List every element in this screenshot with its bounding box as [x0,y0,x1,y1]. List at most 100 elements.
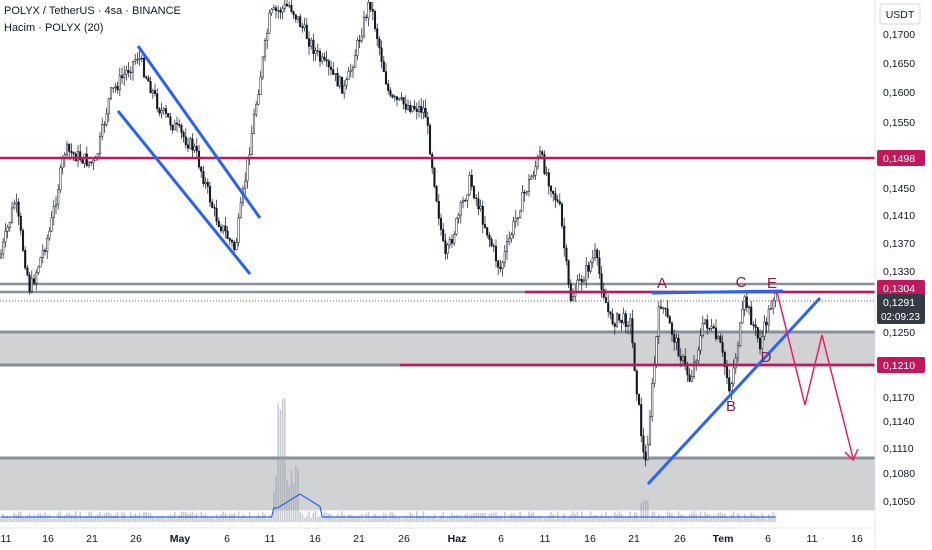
volume-bar [548,515,550,522]
volume-bar [354,516,356,522]
volume-bar [673,517,675,522]
volume-bar [53,518,55,522]
volume-bar [721,513,724,522]
volume-bar [680,514,682,522]
candle-body [384,71,388,85]
volume-bar [24,517,26,522]
volume-bar [189,513,191,522]
candle-body [351,67,355,71]
candle-body [633,342,636,372]
volume-bar [310,517,312,522]
candle-body [70,151,73,153]
candle-body [193,146,196,151]
candle-body [492,245,495,247]
candle-body [142,57,146,78]
candle-body [723,352,726,368]
candle-body [129,71,132,74]
candle-body [631,318,634,344]
volume-bar [675,518,678,522]
candle-body [305,24,308,39]
volume-bar [642,501,645,522]
candle-body [237,217,240,243]
volume-bar [193,515,196,522]
candle-body [59,167,62,190]
volume-bar [583,516,585,522]
candle-body [281,7,284,13]
candle-body [195,146,198,152]
price-tick-label: 0,1170 [883,392,914,404]
triangle-rising-line [646,296,822,486]
candle-body [158,108,161,114]
candle-body [360,35,363,42]
volume-bar [506,518,508,522]
volume-bar [321,518,323,522]
candle-body [191,138,194,151]
price-tick-label: 0,1650 [883,58,915,70]
candle-body [356,39,359,56]
candle-body [690,376,693,382]
candle-body [369,2,372,10]
volume-bar [336,513,339,522]
volume-bar [134,513,136,522]
volume-bar [268,515,271,522]
volume-bar [273,491,275,522]
volume-bar [9,517,11,522]
candle-body [312,39,315,54]
volume-bar [303,517,306,522]
candle-body [668,316,671,324]
volume-bar [464,514,466,522]
price-tick-label: 0,1700 [883,29,915,41]
volume-bar [710,516,713,522]
candle-body [140,57,143,60]
candle-body [587,265,590,272]
volume-bar [644,499,647,522]
volume-bar [2,514,4,522]
volume-bar [385,513,387,522]
candle-body [81,159,84,164]
volume-bar [339,517,341,522]
volume-bar [427,515,429,522]
candle-body [659,306,663,309]
volume-bar [378,516,381,522]
candle-body [37,266,40,274]
candle-body [404,103,407,110]
candle-body [13,203,16,209]
candle-body [549,185,553,192]
candle-body [761,336,764,350]
candle-body [455,218,458,235]
candle-body [728,377,731,392]
time-tick-label: Tem [713,533,734,545]
time-tick-label: 16 [584,533,596,545]
volume-bar [119,518,121,522]
candle-body [274,7,278,12]
volume-bar [277,403,279,522]
volume-bar [631,518,634,522]
volume-bar [213,518,216,522]
volume-bar [438,518,440,522]
volume-bar [218,517,220,522]
volume-bar [81,517,84,522]
candle-body [402,97,405,105]
volume-bar [251,518,253,522]
time-tick-label: 6 [224,533,230,545]
candle-body [147,77,150,82]
candle-body [160,110,163,114]
candle-body [721,342,724,353]
candle-body [406,104,410,110]
candle-body [96,153,99,158]
volume-bar [22,516,24,522]
volume-bar [211,516,213,522]
volume-bar [332,517,334,522]
volume-bar [473,513,475,522]
candle-body [494,246,498,262]
candle-body [613,323,616,327]
candle-body [624,313,627,327]
candle-body [299,16,302,28]
volume-bar [682,514,684,522]
candle-body [468,174,471,196]
volume-bar [334,517,337,522]
candle-body [444,240,447,254]
volume-bar [187,514,189,522]
candle-body [387,83,390,91]
